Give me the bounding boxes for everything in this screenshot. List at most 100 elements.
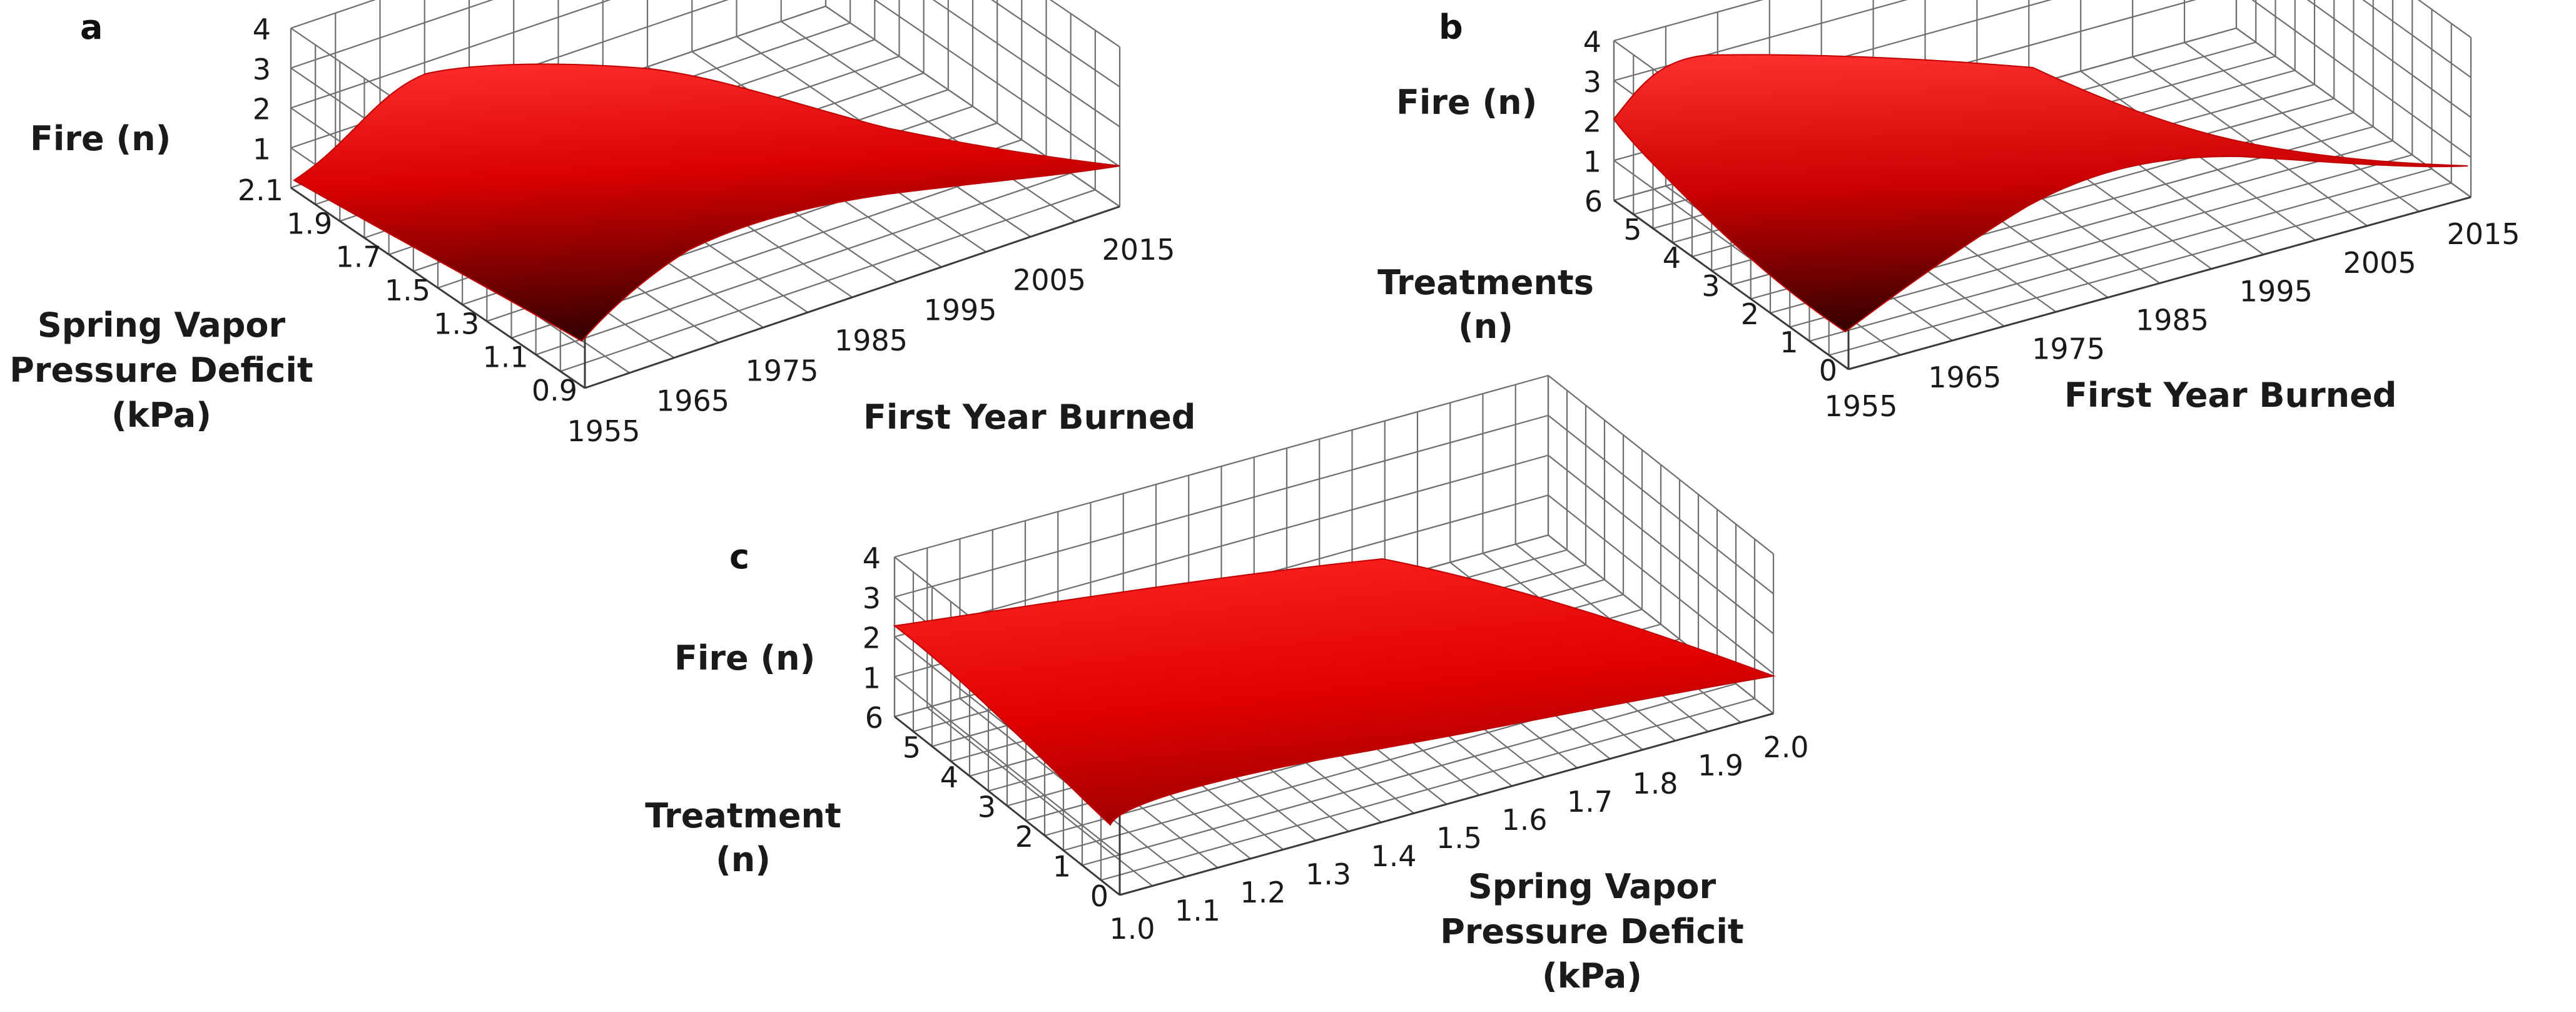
panel-c-x-tick-label: 1.2 (1240, 876, 1285, 909)
panel-b-z-tick-label: 1 (1583, 145, 1601, 178)
panel-a-ticks: 1955 1965 1975 1985 1995 2005 2015 0.91.11.31.5… (238, 13, 1175, 448)
panel-a-ylabel-line3: (kPa) (111, 396, 211, 435)
panel-b-x-tick-label: 1975 (2032, 332, 2105, 365)
panel-a-x-axis (584, 205, 1120, 389)
panel-b-y-tick-label: 2 (1741, 297, 1759, 331)
panel-c-y-tick-label: 3 (978, 790, 996, 824)
panel-c-y-axis (894, 715, 1120, 896)
panel-c-xlabel: Spring Vapor Pressure Deficit (kPa) (1440, 867, 1743, 996)
panel-a-y-tick-label: 1.1 (483, 340, 529, 374)
panel-a-y-axis (290, 187, 586, 389)
panel-c-z-tick-label: 4 (863, 541, 881, 575)
panel-b-x-tick-label: 1995 (2239, 275, 2313, 309)
panel-b-z-tick-label: 4 (1583, 25, 1601, 59)
panel-b-zlabel: Fire (n) (1396, 83, 1537, 122)
panel-b-y-tick-label: 5 (1623, 213, 1641, 247)
panel-a-y-tick-label: 1.9 (287, 207, 332, 240)
panel-a-y-tick-label: 1.5 (385, 273, 430, 307)
panel-c-y-tick-label: 6 (865, 701, 883, 735)
panel-b-x-tick-label: 2015 (2447, 217, 2520, 251)
panel-a-x-tick-label: 1985 (834, 324, 908, 357)
panel-c-xlabel-line3: (kPa) (1542, 956, 1642, 996)
panel-b-x-tick-label: 2005 (2343, 246, 2416, 280)
panel-c-x-tick-label: 1.0 (1109, 912, 1155, 946)
panel-a-y-tick-label: 2.1 (238, 173, 283, 207)
panel-b-z-tick-label: 3 (1583, 65, 1601, 99)
panel-b-letter: b (1439, 8, 1463, 47)
panel-c-x-tick-label: 1.4 (1371, 839, 1416, 873)
panel-b-ylabel: Treatments (n) (1377, 263, 1594, 346)
panel-b-x-tick-label: 1985 (2136, 304, 2209, 337)
panel-c-x-axis (1119, 712, 1774, 896)
panel-a-y-tick-label: 1.7 (336, 240, 382, 274)
panel-c-x-tick-label: 1.3 (1306, 857, 1351, 891)
panel-a-y-tick-label: 1.3 (434, 307, 479, 340)
panel-c-letter: c (729, 537, 749, 576)
panel-c-x-tick-label: 1.8 (1632, 767, 1678, 800)
panel-c-xlabel-line2: Pressure Deficit (1440, 912, 1743, 951)
panel-b-xlabel: First Year Burned (2064, 376, 2396, 415)
panel-a-x-tick-label: 2015 (1102, 233, 1175, 267)
panel-c-floor-gridline (1082, 683, 1737, 866)
panel-a-ylabel-line2: Pressure Deficit (9, 350, 313, 390)
panel-c-z-tick-label: 3 (863, 581, 881, 615)
panel-a-xlabel: First Year Burned (863, 397, 1195, 437)
panel-b-y-tick-label: 4 (1663, 241, 1681, 275)
panel-c-z-tick-label: 2 (863, 621, 881, 655)
panel-b-z-tick-label: 2 (1583, 105, 1601, 139)
panel-c-x-tick-label: 1.7 (1567, 785, 1613, 819)
panel-c-floor-gridline (1100, 698, 1755, 881)
panel-b-surface (1613, 54, 2468, 333)
panel-c-x-tick-label: 2.0 (1763, 730, 1808, 764)
panel-a-floor-gridline (535, 172, 1072, 355)
panel-a-x-tick-label: 1965 (656, 384, 729, 418)
panel-c-y-tick-label: 1 (1053, 850, 1071, 884)
panel-b-floor-gridline (1789, 154, 2413, 328)
panel-b: b Fire (n) Treatments (n) First Year Bur… (1377, 0, 2520, 423)
panel-a-ylabel: Spring Vapor Pressure Deficit (kPa) (9, 305, 313, 435)
panel-c-xlabel-line1: Spring Vapor (1468, 867, 1716, 906)
panel-a: a Fire (n) Spring Vapor Pressure Deficit… (9, 0, 1195, 448)
panel-c-y-tick-label: 4 (940, 760, 958, 794)
panel-b-x-tick-label: 1965 (1928, 360, 2001, 394)
panel-a-x-tick-label: 2005 (1013, 263, 1086, 297)
panel-b-ylabel-line2: (n) (1458, 307, 1513, 346)
panel-a-ylabel-line1: Spring Vapor (38, 305, 286, 345)
panel-c-y-tick-label: 0 (1090, 879, 1108, 913)
panel-c-y-tick-label: 5 (903, 731, 921, 765)
panel-a-surface (293, 63, 1120, 342)
panel-b-y-axis (1613, 199, 1849, 371)
panel-c: c Fire (n) Treatment (n) Spring Vapor Pr… (645, 374, 1809, 996)
panel-c-x-tick-label: 1.9 (1698, 749, 1743, 782)
panel-a-x-tick-label: 1995 (923, 294, 996, 327)
panel-a-x-tick-label: 1975 (745, 354, 818, 387)
panel-c-ticks: 1.01.11.21.31.41.51.61.71.81.92.00123456… (863, 541, 1809, 946)
panel-b-ylabel-line1: Treatments (1377, 263, 1594, 302)
panel-a-zlabel: Fire (n) (30, 119, 171, 158)
panel-a-z-tick-label: 3 (253, 53, 271, 86)
panel-c-surface (893, 558, 1776, 826)
panel-c-x-tick-label: 1.5 (1436, 821, 1482, 855)
panel-b-floor-gridline (1828, 182, 2452, 356)
panel-a-y-tick-label: 0.9 (532, 374, 577, 407)
panel-a-floor-gridline (560, 189, 1096, 372)
panel-c-y-tick-label: 2 (1015, 820, 1033, 854)
panel-c-zlabel: Fire (n) (674, 638, 815, 678)
panel-c-x-tick-label: 1.1 (1175, 894, 1220, 928)
panel-a-x-tick-label: 1955 (567, 414, 640, 448)
panel-c-ylabel-line1: Treatment (645, 796, 841, 836)
panel-c-x-tick-label: 1.6 (1501, 803, 1547, 837)
panel-b-y-tick-label: 0 (1819, 354, 1837, 387)
panel-a-z-tick-label: 2 (253, 93, 271, 126)
panel-b-y-tick-label: 3 (1701, 269, 1720, 303)
panel-b-x-tick-label: 1955 (1824, 389, 1897, 423)
panel-c-ylabel: Treatment (n) (645, 796, 841, 879)
panel-b-y-tick-label: 1 (1780, 325, 1798, 359)
panel-c-ylabel-line2: (n) (716, 840, 771, 879)
panel-b-x-axis (1848, 196, 2472, 371)
panel-b-floor-gridline (1809, 168, 2432, 342)
panel-a-z-tick-label: 4 (253, 13, 271, 46)
panel-b-y-tick-label: 6 (1585, 185, 1603, 218)
